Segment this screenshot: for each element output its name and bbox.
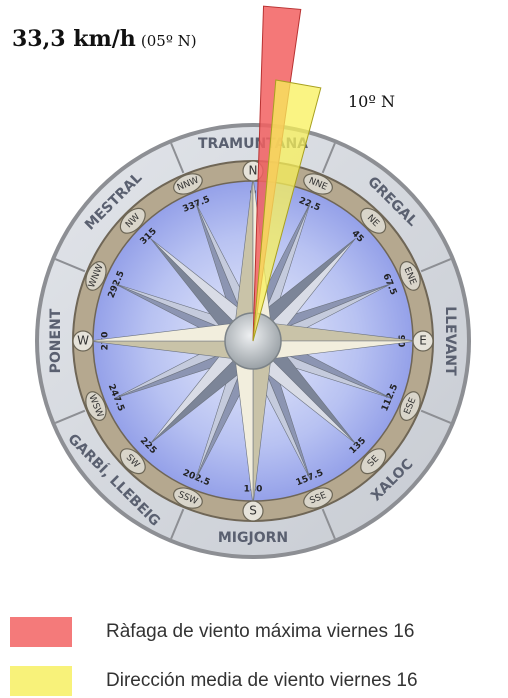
region-divider xyxy=(170,142,185,174)
region-label: PONENT xyxy=(48,308,64,373)
region-divider xyxy=(54,409,86,424)
point-badge-nnw: NNW xyxy=(173,173,203,195)
legend-label-mean: Dirección media de viento viernes 16 xyxy=(106,670,418,691)
point-badge-s: S xyxy=(242,500,264,522)
mean-direction-label: 10º N xyxy=(348,92,395,111)
point-badge-e: E xyxy=(412,330,434,352)
legend-item-gust: Ràfaga de viento máxima viernes 16 xyxy=(10,617,414,647)
region-divider xyxy=(170,508,185,540)
point-badge-sw: SW xyxy=(119,448,146,475)
point-badge-w: W xyxy=(72,330,94,352)
region-divider xyxy=(321,508,336,540)
point-label: E xyxy=(419,334,427,348)
mean-direction-wedge xyxy=(252,79,322,342)
region-label: LLEVANT xyxy=(442,306,458,376)
compass-star xyxy=(87,175,419,507)
legend-swatch-mean xyxy=(10,666,72,696)
region-divider xyxy=(54,258,86,273)
point-label: N xyxy=(249,164,258,178)
region-divider xyxy=(321,142,336,174)
speed-direction: (05º N) xyxy=(140,32,197,50)
compass-rose: TRAMUNTANAGREGALLLEVANTXALOCMIGJORNGARBÍ… xyxy=(35,5,471,559)
region-dividers xyxy=(54,142,452,540)
region-label: MIGJORN xyxy=(218,530,288,546)
point-label: W xyxy=(77,334,89,348)
speed-value: 33,3 km/h xyxy=(12,26,136,52)
wind-speed-label: 33,3 km/h (05º N) xyxy=(12,26,197,52)
point-badge-ese: ESE xyxy=(399,391,421,421)
point-badge-wsw: WSW xyxy=(85,391,107,421)
point-label: S xyxy=(249,504,257,518)
point-badges: N NNE NE ENE E ESE SE SSE S SSW SW WSW W WNW NW NNW xyxy=(72,160,434,522)
legend-swatch-gust xyxy=(10,617,72,647)
point-badge-wnw: WNW xyxy=(85,261,107,291)
region-divider xyxy=(420,409,452,424)
point-badge-sse: SSE xyxy=(303,487,333,509)
legend-item-mean: Dirección media de viento viernes 16 xyxy=(10,666,418,696)
legend-label-gust: Ràfaga de viento máxima viernes 16 xyxy=(106,621,415,642)
point-badge-nne: NNE xyxy=(303,173,333,195)
point-badge-ssw: SSW xyxy=(173,487,203,509)
point-badge-ne: NE xyxy=(360,207,387,234)
region-divider xyxy=(420,258,452,273)
point-badge-ene: ENE xyxy=(399,261,421,291)
point-badge-nw: NW xyxy=(119,207,146,234)
point-badge-se: SE xyxy=(360,448,387,475)
